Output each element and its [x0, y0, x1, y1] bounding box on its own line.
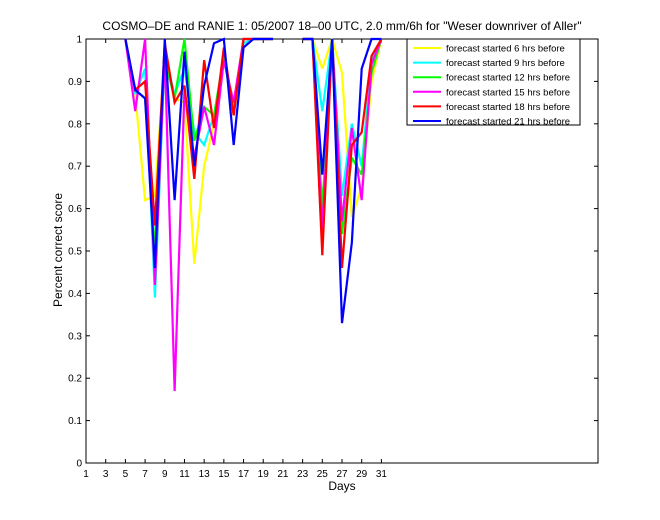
y-tick-label: 0.2: [68, 374, 82, 385]
legend-items: forecast started 6 hrs before forecast st…: [413, 44, 570, 128]
x-tick-label: 17: [238, 469, 250, 480]
x-tick-label: 29: [356, 469, 368, 480]
x-tick-label: 15: [218, 469, 230, 480]
legend-entry: forecast started 6 hrs before: [446, 44, 565, 55]
y-tick-label: 0.7: [68, 162, 82, 173]
x-tick-label: 19: [258, 469, 270, 480]
x-tick-label: 25: [317, 469, 329, 480]
y-axis-ticks: 0 0.1 0.2 0.3 0.4 0.5 0.6 0.7 0.8 0.9 1: [68, 35, 598, 470]
x-tick-label: 13: [199, 469, 211, 480]
legend-entry: forecast started 9 hrs before: [446, 58, 565, 69]
series-line-6-segment-1: [124, 37, 274, 269]
x-tick-label: 1: [83, 469, 89, 480]
series-line-5-segment-2: [302, 37, 383, 269]
x-tick-label: 21: [277, 469, 289, 480]
y-tick-label: 0.3: [68, 331, 82, 342]
y-tick-label: 0: [76, 459, 82, 470]
series-layer: [124, 37, 383, 391]
y-tick-label: 0.6: [68, 204, 82, 215]
x-tick-label: 23: [297, 469, 309, 480]
legend-entry: forecast started 21 hrs before: [446, 117, 570, 128]
x-tick-label: 5: [123, 469, 129, 480]
y-axis-label: Percent correct score: [51, 193, 65, 307]
x-tick-label: 7: [142, 469, 148, 480]
x-axis-label: Days: [328, 479, 355, 493]
legend-entry: forecast started 12 hrs before: [446, 73, 570, 84]
x-tick-label: 9: [162, 469, 168, 480]
legend-entry: forecast started 15 hrs before: [446, 87, 570, 98]
legend: forecast started 6 hrs before forecast st…: [406, 38, 581, 128]
y-tick-label: 0.5: [68, 247, 82, 258]
legend-box: [406, 38, 581, 126]
y-tick-label: 0.9: [68, 77, 82, 88]
y-tick-label: 0.1: [68, 416, 82, 427]
y-tick-label: 0.4: [68, 289, 82, 300]
x-tick-label: 3: [103, 469, 109, 480]
series-line-6-segment-2: [302, 37, 382, 324]
x-tick-label: 11: [179, 469, 190, 480]
y-tick-label: 0.8: [68, 119, 82, 130]
chart-title: COSMO–DE and RANIE 1: 05/2007 18–00 UTC,…: [102, 19, 581, 33]
y-tick-label: 1: [76, 35, 82, 46]
legend-entry: forecast started 18 hrs before: [446, 102, 570, 113]
x-tick-label: 27: [336, 469, 348, 480]
x-tick-label: 31: [376, 469, 388, 480]
